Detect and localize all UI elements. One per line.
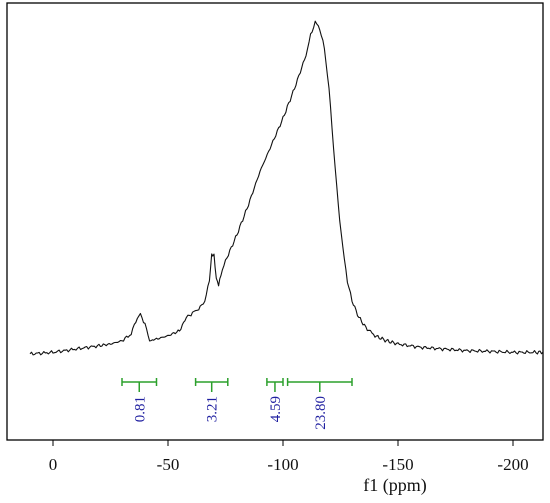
integral-value-label: 4.59 bbox=[268, 396, 284, 422]
integral-value-label: 23.80 bbox=[313, 396, 329, 430]
integral-region: 23.80 bbox=[286, 378, 353, 430]
x-tick-label: -150 bbox=[382, 455, 413, 474]
x-tick-label: -50 bbox=[157, 455, 180, 474]
integral-region: 0.81 bbox=[121, 378, 158, 422]
x-axis-title: f1 (ppm) bbox=[363, 475, 426, 496]
spectrum-line bbox=[29, 20, 544, 356]
integral-value-label: 3.21 bbox=[205, 396, 221, 422]
x-tick-label: -200 bbox=[497, 455, 528, 474]
integral-value-label: 0.81 bbox=[132, 396, 148, 422]
integral-layer: 0.81 3.21 4.59 23.80 bbox=[121, 378, 353, 430]
x-tick-label: -100 bbox=[267, 455, 298, 474]
x-axis: 0 -50 -100 -150 -200 bbox=[49, 440, 529, 474]
integral-region: 4.59 bbox=[266, 378, 284, 422]
integral-region: 3.21 bbox=[194, 378, 229, 422]
x-tick-label: 0 bbox=[49, 455, 58, 474]
plot-frame bbox=[6, 2, 544, 441]
spectrum-layer bbox=[29, 20, 544, 356]
